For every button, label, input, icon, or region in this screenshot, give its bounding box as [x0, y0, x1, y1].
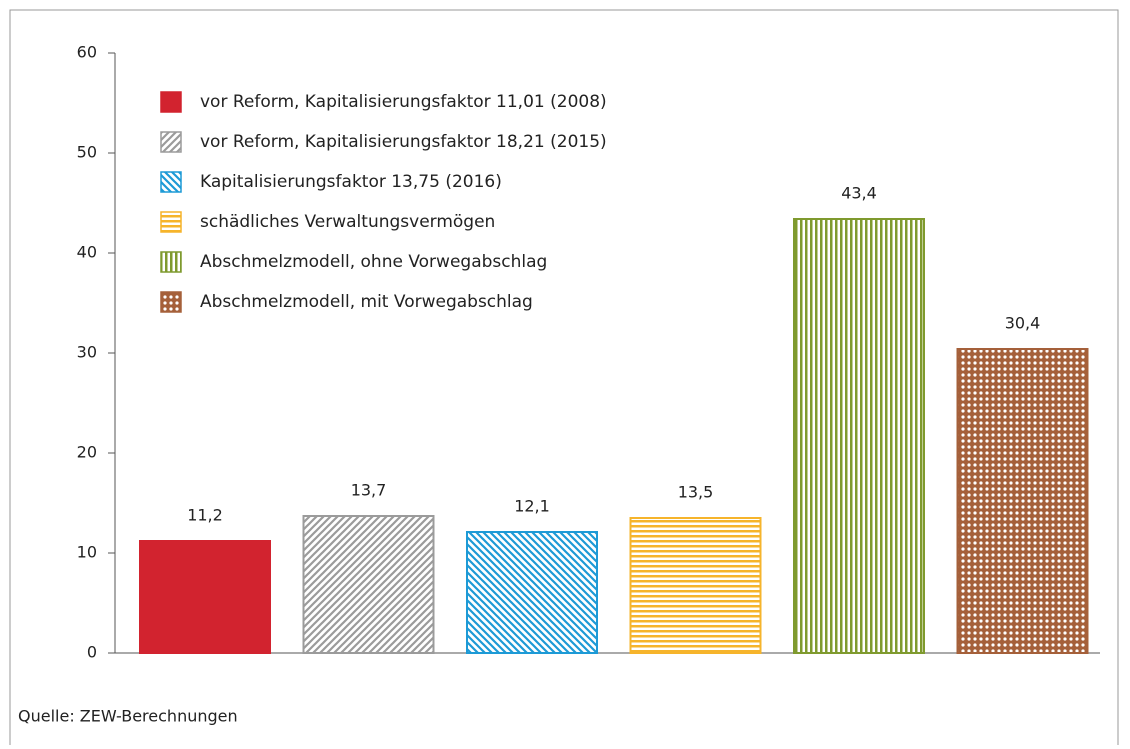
- frame: [9, 9, 1119, 745]
- y-tick-label: 0: [87, 643, 97, 662]
- bar: [139, 540, 271, 654]
- source: Quelle: ZEW-Berechnungen: [18, 707, 238, 726]
- legend-swatch: [160, 251, 182, 273]
- bar: [793, 218, 925, 654]
- legend-swatch: [160, 291, 182, 313]
- value-label: 12,1: [514, 497, 550, 516]
- legend-label: Abschmelzmodell, mit Vorwegabschlag: [200, 292, 533, 312]
- bar: [302, 515, 435, 654]
- legend-label: Abschmelzmodell, ohne Vorwegabschlag: [200, 252, 547, 272]
- value-label: 13,5: [678, 483, 714, 502]
- value-label: 30,4: [1005, 314, 1041, 333]
- legend-label: vor Reform, Kapitalisierungsfaktor 11,01…: [200, 92, 607, 112]
- legend-swatch: [160, 131, 182, 153]
- y-tick-label: 20: [77, 443, 97, 462]
- value-label: 43,4: [841, 184, 877, 203]
- legend-swatch: [160, 211, 182, 233]
- legend-swatch: [160, 171, 182, 193]
- y-tick-label: 50: [77, 143, 97, 162]
- bar: [956, 348, 1089, 654]
- legend-swatch: [160, 91, 182, 113]
- y-tick-label: 60: [77, 43, 97, 62]
- bar: [466, 531, 598, 654]
- legend-label: Kapitalisierungsfaktor 13,75 (2016): [200, 172, 502, 192]
- y-tick-label: 40: [77, 243, 97, 262]
- y-tick-label: 10: [77, 543, 97, 562]
- bar: [629, 517, 762, 654]
- legend-label: schädliches Verwaltungsvermögen: [200, 212, 495, 232]
- value-label: 13,7: [351, 481, 387, 500]
- legend-label: vor Reform, Kapitalisierungsfaktor 18,21…: [200, 132, 607, 152]
- value-label: 11,2: [187, 506, 223, 525]
- y-tick-label: 30: [77, 343, 97, 362]
